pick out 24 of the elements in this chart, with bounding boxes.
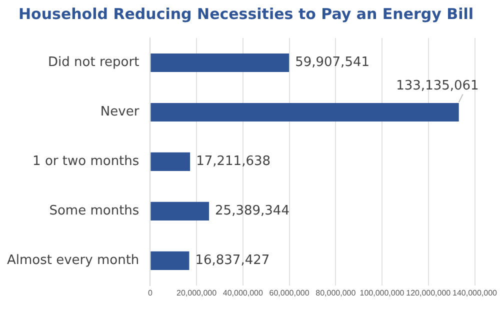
data-label: 59,907,541 (295, 55, 370, 70)
y-tick-label: Never (100, 104, 140, 120)
x-tick-label: 0 (148, 288, 153, 298)
data-label: 17,211,638 (196, 154, 271, 170)
bar (150, 251, 190, 270)
data-label: 133,135,061 (396, 78, 479, 94)
bar (150, 102, 459, 122)
data-label: 16,837,427 (195, 253, 270, 268)
x-tick-label: 120,000,000 (406, 288, 452, 298)
x-tick-label: 140,000,000 (452, 288, 498, 298)
x-tick-label: 40,000,000 (222, 288, 264, 298)
bar (150, 53, 290, 72)
x-tick-label: 80,000,000 (316, 288, 356, 298)
bar (150, 202, 210, 220)
x-tick-label: 60,000,000 (269, 288, 310, 298)
chart-title: Household Reducing Necessities to Pay an Energy Bill (18, 4, 474, 23)
y-tick-label: Almost every month (6, 253, 140, 268)
x-tick-label: 100,000,000 (360, 288, 405, 298)
y-tick-label: Did not report (48, 55, 140, 70)
y-tick-label: Some months (49, 204, 140, 219)
x-tick-label: 20,000,000 (176, 288, 218, 298)
y-tick-label: 1 or two months (32, 154, 140, 170)
data-label: 25,389,344 (215, 204, 290, 219)
bar (150, 152, 190, 171)
